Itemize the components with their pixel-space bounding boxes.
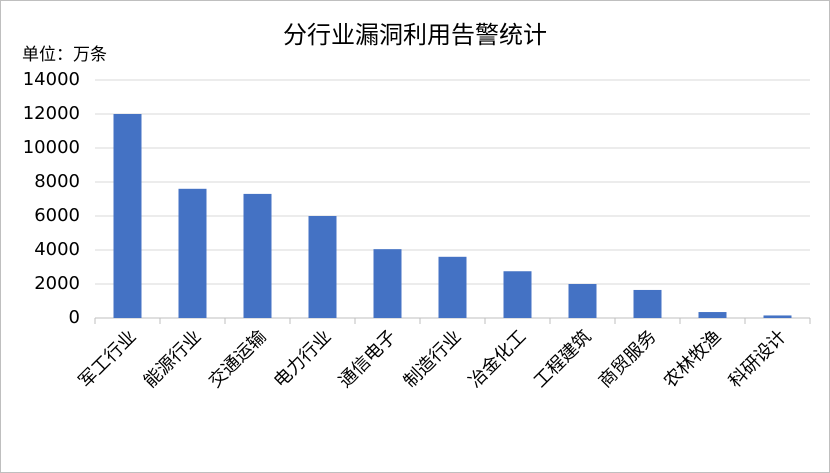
- y-tick-label: 4000: [34, 239, 80, 260]
- bar: [243, 193, 272, 318]
- bar: [373, 249, 402, 318]
- y-tick-label: 14000: [23, 69, 80, 90]
- bar: [633, 289, 662, 318]
- bar: [763, 315, 792, 318]
- y-tick-label: 8000: [34, 171, 80, 192]
- chart-title: 分行业漏洞利用告警统计: [283, 21, 547, 49]
- unit-label: 单位：万条: [22, 45, 107, 65]
- bar: [308, 216, 337, 318]
- bar: [438, 256, 467, 318]
- bar: [698, 312, 727, 318]
- bar: [568, 284, 597, 318]
- bar: [503, 271, 532, 318]
- y-tick-label: 6000: [34, 205, 80, 226]
- y-tick-label: 12000: [23, 103, 80, 124]
- y-tick-label: 0: [69, 307, 80, 328]
- y-tick-label: 2000: [34, 273, 80, 294]
- bar: [178, 188, 207, 318]
- bar: [113, 114, 142, 318]
- y-tick-label: 10000: [23, 137, 80, 158]
